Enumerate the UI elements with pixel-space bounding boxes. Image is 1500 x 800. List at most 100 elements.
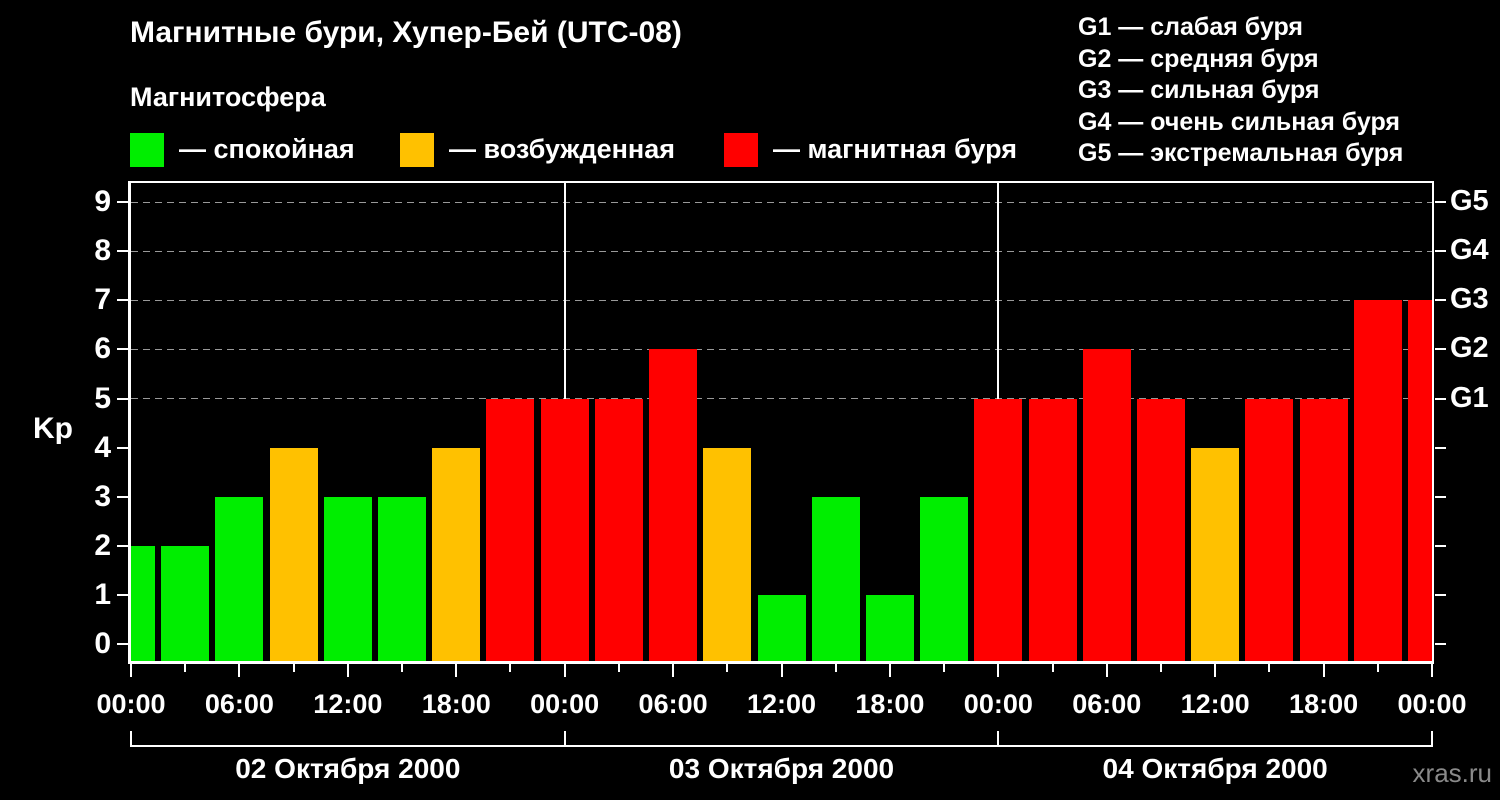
y-axis-tick-right — [1435, 544, 1446, 547]
x-axis-label: 06:00 — [638, 689, 708, 719]
y-axis-label: 3 — [94, 479, 111, 513]
x-axis-label: 12:00 — [1180, 689, 1250, 719]
kp-bar — [215, 496, 264, 661]
legend-item-storm: — магнитная буря — [724, 132, 1017, 167]
kp-bar — [1191, 447, 1240, 661]
date-bracket-tick — [997, 731, 1000, 747]
x-axis-minor-tick — [509, 664, 512, 672]
y-axis-tick — [117, 446, 128, 449]
kp-bar — [703, 447, 752, 661]
chart-title: Магнитные бури, Хупер-Бей (UTC-08) — [130, 16, 682, 49]
x-axis-label: 00:00 — [96, 689, 166, 719]
legend-item-quiet: — спокойная — [130, 132, 355, 167]
storm-color-swatch — [724, 132, 758, 167]
x-axis-label: 00:00 — [963, 689, 1033, 719]
x-axis-minor-tick — [184, 664, 187, 672]
gridline — [131, 250, 1432, 252]
date-label: 04 Октября 2000 — [1102, 753, 1328, 784]
plot-area: 0 1 2 3 4 5 6 7 8 9 G1 G2 G3 G4 G5 00:00 06:00 12:00 18:00… — [94, 181, 1489, 784]
g-axis-label: G2 — [1450, 332, 1489, 365]
kp-bar — [540, 398, 589, 661]
kp-bar — [811, 496, 860, 661]
excited-color-swatch — [400, 132, 434, 167]
kp-bar — [323, 496, 372, 661]
kp-bar — [378, 496, 427, 661]
y-axis-label: 7 — [94, 283, 111, 317]
x-axis-label: 06:00 — [204, 689, 274, 719]
date-label: 03 Октября 2000 — [668, 753, 895, 784]
x-axis-tick — [1322, 664, 1325, 677]
x-axis-label: 00:00 — [530, 689, 600, 719]
quiet-color-swatch — [130, 132, 164, 167]
x-axis-minor-tick — [726, 664, 729, 672]
date-bracket-tick — [130, 731, 132, 747]
x-axis-minor-tick — [1159, 664, 1162, 672]
y-axis-tick-right — [1435, 348, 1446, 351]
y-axis-tick-right — [1435, 299, 1446, 302]
x-axis-tick — [238, 664, 241, 677]
x-axis-minor-tick — [1376, 664, 1379, 672]
kp-bar — [757, 594, 806, 661]
x-axis-minor-tick — [617, 664, 620, 672]
x-axis-minor-tick — [943, 664, 946, 672]
chart-subtitle: Магнитосфера — [130, 82, 326, 112]
y-axis-label: 0 — [94, 627, 111, 660]
x-axis-label: 18:00 — [421, 689, 491, 719]
x-axis-tick — [563, 664, 566, 677]
storm-scale-legend: G1 — слабая буря G2 — средняя буря G3 — … — [1078, 12, 1403, 170]
kp-bar — [131, 545, 155, 661]
gridline — [131, 348, 1432, 350]
x-axis-tick — [1431, 664, 1433, 677]
kp-bar — [1245, 398, 1294, 661]
x-axis-tick — [672, 664, 675, 677]
x-axis-tick — [1214, 664, 1217, 677]
date-bracket-line — [131, 745, 1432, 747]
kp-bar — [594, 398, 643, 661]
y-axis-tick-right — [1435, 593, 1446, 596]
y-axis-tick — [117, 299, 128, 302]
y-axis-tick-right — [1435, 643, 1446, 645]
y-axis-tick — [117, 495, 128, 498]
g-axis-label: G3 — [1450, 283, 1489, 316]
y-axis-tick — [117, 643, 128, 645]
kp-bar — [161, 545, 210, 661]
kp-bar — [649, 349, 698, 661]
x-axis-minor-tick — [834, 664, 837, 672]
x-axis-tick — [130, 664, 132, 677]
x-axis-label: 12:00 — [313, 689, 383, 719]
y-axis-tick — [117, 593, 128, 596]
y-axis-label: 5 — [94, 381, 111, 415]
y-axis-label: 1 — [94, 577, 111, 611]
kp-bar — [486, 398, 535, 661]
x-axis-minor-tick — [1051, 664, 1054, 672]
x-axis-label: 12:00 — [746, 689, 817, 719]
x-axis-label: 00:00 — [1397, 689, 1467, 719]
y-axis-tick — [117, 201, 128, 204]
x-axis-tick — [346, 664, 349, 677]
y-axis-tick — [117, 544, 128, 547]
y-axis-tick-right — [1435, 250, 1446, 253]
legend-item-excited-label: — возбужденная — [449, 134, 675, 164]
gridline — [131, 299, 1432, 301]
y-axis-tick — [117, 397, 128, 400]
plot-clip — [131, 183, 1432, 661]
kp-bar — [1299, 398, 1348, 661]
y-axis-label: 2 — [94, 528, 111, 562]
kp-bar — [865, 594, 914, 661]
x-axis-minor-tick — [401, 664, 404, 672]
g-axis-label: G5 — [1450, 185, 1489, 218]
y-axis-tick-right — [1435, 446, 1446, 449]
x-axis-minor-tick — [1268, 664, 1271, 672]
legend-item-quiet-label: — спокойная — [179, 134, 355, 164]
kp-bar — [432, 447, 481, 661]
storm-scale-legend-line-g3: G3 — сильная буря — [1078, 76, 1320, 104]
gridline — [131, 398, 1432, 399]
kp-bar — [1028, 398, 1077, 661]
legend-item-excited: — возбужденная — [400, 132, 675, 167]
y-axis-title: Kp — [33, 412, 73, 445]
date-bracket-tick — [1431, 731, 1433, 747]
date-bracket-tick — [563, 731, 566, 747]
kp-bar — [1353, 300, 1402, 661]
x-axis-minor-tick — [292, 664, 295, 672]
